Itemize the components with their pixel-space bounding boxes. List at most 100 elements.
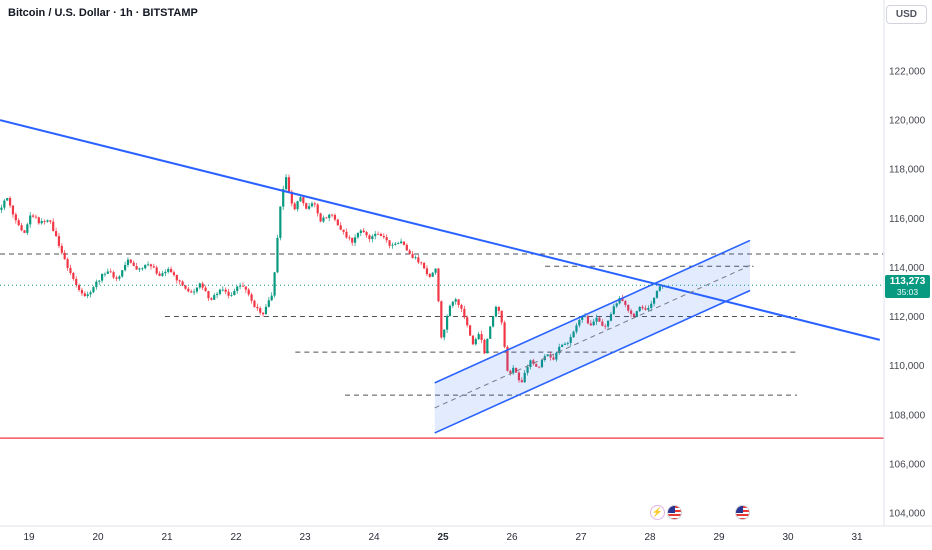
candle-body [181, 281, 184, 286]
candle-body [221, 289, 224, 291]
candle-body [256, 306, 259, 309]
candle-body [164, 271, 167, 274]
candle-body [11, 205, 15, 215]
candle-body [592, 321, 595, 326]
time-tick-label: 19 [23, 532, 35, 543]
bar-countdown: 35:03 [896, 287, 919, 297]
candle-body [540, 359, 544, 368]
candle-body [517, 372, 521, 381]
time-tick-label: 30 [782, 532, 794, 543]
candle-body [126, 259, 130, 265]
candle-body [635, 311, 638, 317]
candle-body [218, 289, 222, 294]
candle-body [121, 270, 124, 277]
candle-body [615, 303, 618, 307]
candle-body [606, 320, 610, 327]
candle-body [264, 306, 268, 315]
candle-body [313, 203, 316, 205]
candle-body [560, 344, 564, 347]
candle-body [477, 334, 480, 340]
candle-body [95, 281, 98, 288]
candle-body [609, 314, 613, 321]
candle-body [575, 325, 578, 332]
symbol-title[interactable]: Bitcoin / U.S. Dollar · 1h · BITSTAMP [8, 7, 198, 19]
candle-body [512, 367, 515, 374]
candle-body [365, 232, 368, 236]
candle-body [417, 257, 420, 263]
candle-body [3, 200, 6, 208]
candle-body [612, 306, 615, 315]
candle-body [227, 291, 230, 296]
candle-body [618, 297, 621, 304]
candle-body [273, 272, 276, 296]
candle-body [17, 220, 20, 226]
candle-body [494, 306, 498, 317]
candle-body [555, 352, 558, 360]
candle-body [89, 292, 92, 295]
candle-body [34, 216, 38, 218]
candle-body [20, 225, 23, 231]
candle-body [276, 237, 279, 273]
candle-body [307, 206, 311, 209]
candle-body [123, 264, 127, 271]
candle-body [236, 286, 239, 291]
candle-body [213, 295, 216, 300]
candle-body [345, 231, 348, 238]
candle-body [14, 214, 17, 221]
time-tick-label: 21 [161, 532, 173, 543]
candle-body [241, 285, 245, 287]
candle-body [638, 306, 641, 312]
us-flag-icon[interactable] [734, 505, 750, 520]
price-tick-label: 116,000 [889, 214, 925, 225]
candle-body [647, 308, 650, 310]
us-flag-icon[interactable] [667, 505, 683, 520]
time-tick-label: 25 [437, 532, 449, 543]
candle-body [46, 220, 49, 222]
candle-body [566, 342, 569, 344]
time-tick-label: 29 [713, 532, 725, 543]
currency-button[interactable]: USD [885, 5, 927, 24]
candle-body [215, 293, 219, 296]
candle-body [371, 236, 374, 240]
candle-body [468, 325, 472, 336]
current-price-value: 113,273 [889, 276, 926, 287]
candle-body [457, 299, 460, 305]
candle-body [391, 244, 394, 246]
time-tick-label: 20 [92, 532, 104, 543]
candle-body [310, 203, 314, 207]
candle-body [520, 380, 523, 383]
candle-body [141, 268, 144, 270]
candle-body [552, 357, 555, 360]
candle-body [175, 275, 178, 281]
candle-body [509, 370, 512, 374]
candle-body [161, 273, 164, 276]
candle-body [336, 219, 339, 226]
candle-body [270, 295, 273, 301]
candle-body [414, 257, 417, 259]
candle-body [284, 177, 288, 190]
candle-body [109, 271, 112, 273]
time-tick-label: 22 [230, 532, 242, 543]
candle-body [644, 308, 647, 310]
candle-body [31, 215, 35, 217]
candle-body [259, 308, 262, 313]
candle-body [178, 280, 181, 282]
candle-body [77, 285, 81, 290]
candle-body [184, 285, 187, 289]
candle-body [305, 203, 308, 209]
candle-body [40, 221, 43, 224]
lightning-icon[interactable]: ⚡ [649, 505, 665, 520]
candle-body [253, 300, 256, 307]
candle-body [339, 225, 342, 230]
candle-body [480, 334, 483, 340]
candle-body [155, 267, 158, 274]
candle-body [578, 319, 581, 326]
candle-body [238, 285, 242, 287]
candle-body [60, 245, 63, 253]
candle-body [299, 197, 302, 202]
time-tick-label: 27 [575, 532, 587, 543]
price-tick-label: 104,000 [889, 508, 926, 519]
candle-body [69, 267, 72, 273]
current-price-badge[interactable]: 113,273 35:03 [885, 275, 930, 298]
